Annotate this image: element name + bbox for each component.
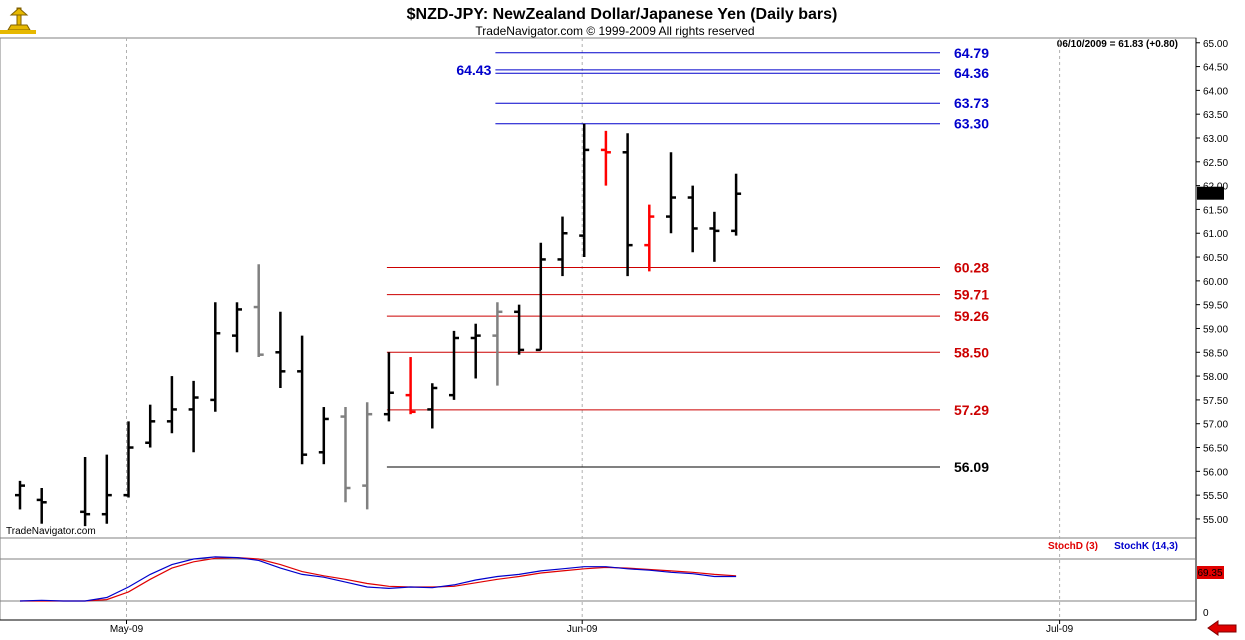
stoch-k-legend: StochK (14,3) bbox=[1114, 541, 1178, 552]
price-tick-label: 63.50 bbox=[1203, 110, 1228, 121]
level-label: 63.73 bbox=[954, 95, 989, 111]
copyright-subtitle: TradeNavigator.com © 1999-2009 All right… bbox=[475, 24, 754, 38]
ohlc-bar bbox=[188, 380, 199, 453]
ohlc-bar bbox=[731, 173, 742, 236]
level-label: 59.26 bbox=[954, 308, 989, 324]
watermark-text: TradeNavigator.com bbox=[6, 526, 96, 537]
vertical-gridlines bbox=[126, 38, 1061, 620]
date-axis-labels: May-09 Jun-09 Jul-09 bbox=[110, 620, 1074, 635]
ohlc-bar bbox=[166, 376, 177, 434]
price-tick-label: 64.00 bbox=[1203, 86, 1228, 97]
ohlc-bar bbox=[36, 488, 47, 524]
ohlc-bar bbox=[232, 302, 242, 353]
level-label: 59.71 bbox=[954, 287, 989, 303]
ohlc-bar bbox=[123, 421, 134, 498]
ohlc-bar bbox=[600, 130, 611, 186]
ohlc-bar bbox=[340, 407, 351, 503]
ohlc-bar bbox=[297, 335, 308, 465]
indicator-value-marker: 69.35 bbox=[1197, 566, 1224, 579]
tradenavigator-logo-icon bbox=[0, 7, 36, 34]
ohlc-bar bbox=[80, 457, 91, 527]
ohlc-bar bbox=[514, 304, 525, 355]
price-tick-label: 58.50 bbox=[1203, 348, 1228, 359]
ohlc-bar bbox=[709, 211, 720, 262]
price-tick-label: 61.50 bbox=[1203, 205, 1228, 216]
ohlc-bar bbox=[535, 242, 546, 352]
level-label: 60.28 bbox=[954, 260, 989, 276]
price-tick-label: 63.00 bbox=[1203, 134, 1228, 145]
price-tick-label: 56.00 bbox=[1203, 467, 1228, 478]
ohlc-bar bbox=[362, 402, 373, 510]
ohlc-bar bbox=[579, 123, 590, 258]
ohlc-bar bbox=[275, 311, 286, 388]
ohlc-bar bbox=[687, 185, 698, 253]
price-tick-label: 57.00 bbox=[1203, 420, 1228, 431]
stoch-d-legend: StochD (3) bbox=[1048, 541, 1098, 552]
price-tick-label: 61.00 bbox=[1203, 229, 1228, 240]
price-tick-label: 60.00 bbox=[1203, 277, 1228, 288]
scroll-right-arrow-icon[interactable] bbox=[1207, 620, 1237, 636]
ohlc-bar bbox=[622, 133, 633, 277]
date-tick-label: May-09 bbox=[110, 624, 144, 635]
support-resistance-levels: 64.79 64.43 64.36 63.73 63.30 60.28 59.71 59.26… bbox=[386, 45, 989, 475]
ohlc-bar bbox=[383, 352, 394, 422]
ohlc-bar bbox=[405, 357, 416, 415]
price-tick-label: 56.50 bbox=[1203, 444, 1228, 455]
level-label: 64.43 bbox=[456, 62, 491, 78]
price-tick-label: 55.50 bbox=[1203, 491, 1228, 502]
ohlc-bar bbox=[15, 480, 25, 510]
date-tick-label: Jun-09 bbox=[567, 624, 598, 635]
ohlc-bar bbox=[492, 302, 503, 386]
ohlc-bar bbox=[210, 302, 221, 412]
level-label: 56.09 bbox=[954, 459, 989, 475]
stochastic-indicator bbox=[0, 556, 1196, 602]
ohlc-bar bbox=[318, 407, 329, 465]
last-price-label: 61.83 bbox=[1197, 189, 1222, 200]
ohlc-bar bbox=[557, 216, 568, 277]
ohlc-bar bbox=[644, 204, 655, 272]
ohlc-bar bbox=[253, 264, 264, 358]
price-tick-label: 60.50 bbox=[1203, 253, 1228, 264]
last-price-marker: 61.83 bbox=[1197, 186, 1224, 200]
date-tick-label: Jul-09 bbox=[1046, 624, 1074, 635]
stoch-k-line bbox=[19, 556, 737, 602]
chart-title: $NZD-JPY: NewZealand Dollar/Japanese Yen… bbox=[407, 6, 838, 23]
price-tick-label: 62.50 bbox=[1203, 158, 1228, 169]
price-tick-label: 65.00 bbox=[1203, 39, 1228, 50]
level-label: 57.29 bbox=[954, 402, 989, 418]
price-tick-label: 55.00 bbox=[1203, 515, 1228, 526]
price-tick-label: 58.00 bbox=[1203, 372, 1228, 383]
ohlc-bar bbox=[427, 383, 438, 429]
ohlc-bar bbox=[470, 323, 481, 379]
indicator-zero-label: 0 bbox=[1203, 608, 1209, 619]
indicator-value-label: 69.35 bbox=[1197, 568, 1222, 579]
ohlc-bar bbox=[145, 404, 156, 448]
status-readout: 06/10/2009 = 61.83 (+0.80) bbox=[1057, 39, 1178, 50]
price-tick-label: 59.00 bbox=[1203, 324, 1228, 335]
price-tick-label: 57.50 bbox=[1203, 396, 1228, 407]
ohlc-bar bbox=[101, 454, 112, 524]
level-label: 58.50 bbox=[954, 344, 989, 360]
price-tick-label: 64.50 bbox=[1203, 63, 1228, 74]
ohlc-bar bbox=[666, 152, 676, 234]
price-tick-label: 59.50 bbox=[1203, 301, 1228, 312]
level-label: 64.79 bbox=[954, 45, 989, 61]
ohlc-bars bbox=[15, 123, 742, 527]
level-label: 64.36 bbox=[954, 65, 989, 81]
level-label: 63.30 bbox=[954, 116, 989, 132]
ohlc-bar bbox=[449, 330, 459, 400]
